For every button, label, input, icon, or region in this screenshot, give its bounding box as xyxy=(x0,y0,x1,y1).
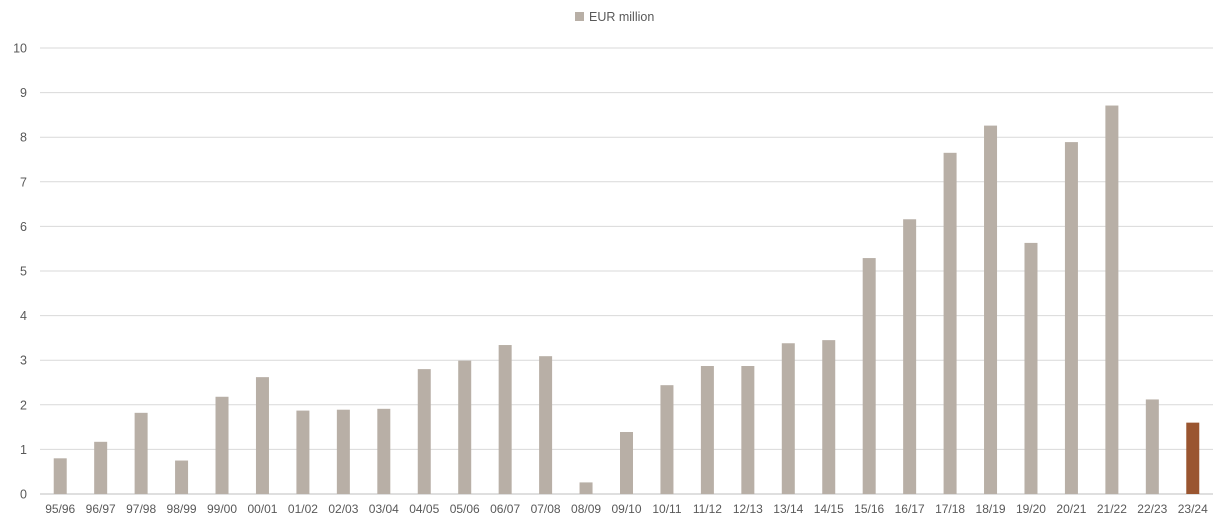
x-tick-label: 08/09 xyxy=(571,502,601,516)
x-tick-label: 20/21 xyxy=(1056,502,1086,516)
gridlines xyxy=(40,47,1213,495)
x-tick-label: 97/98 xyxy=(126,502,156,516)
bar xyxy=(215,396,229,494)
x-tick-label: 23/24 xyxy=(1178,502,1208,516)
y-tick-label: 10 xyxy=(13,42,27,56)
bar xyxy=(539,356,553,494)
bar xyxy=(660,385,674,494)
bar xyxy=(336,409,350,494)
bar xyxy=(943,152,957,494)
x-tick-label: 11/12 xyxy=(693,502,722,516)
y-tick-label: 8 xyxy=(20,131,27,145)
bar xyxy=(984,125,998,494)
y-tick-label: 3 xyxy=(20,354,27,368)
bar xyxy=(579,482,593,494)
x-tick-label: 09/10 xyxy=(611,502,641,516)
x-tick-label: 21/22 xyxy=(1097,502,1127,516)
y-tick-label: 5 xyxy=(20,265,27,279)
x-tick-label: 04/05 xyxy=(409,502,439,516)
x-tick-label: 17/18 xyxy=(935,502,965,516)
bar xyxy=(620,432,633,494)
x-tick-label: 15/16 xyxy=(854,502,884,516)
bar xyxy=(417,369,431,494)
bar xyxy=(53,458,67,494)
x-tick-label: 18/19 xyxy=(976,502,1006,516)
x-tick-label: 14/15 xyxy=(814,502,844,516)
bar xyxy=(255,377,269,494)
legend: EUR million xyxy=(575,10,654,24)
x-tick-label: 01/02 xyxy=(288,502,318,516)
bar xyxy=(377,408,391,494)
bar xyxy=(1024,242,1038,494)
bar xyxy=(1064,142,1078,494)
x-tick-label: 07/08 xyxy=(531,502,561,516)
x-tick-label: 02/03 xyxy=(328,502,358,516)
bar xyxy=(458,360,472,494)
x-tick-label: 05/06 xyxy=(450,502,480,516)
x-tick-label: 95/96 xyxy=(45,502,75,516)
bar xyxy=(134,412,148,494)
x-tick-label: 99/00 xyxy=(207,502,237,516)
legend-label: EUR million xyxy=(589,10,654,24)
x-tick-label: 22/23 xyxy=(1137,502,1167,516)
y-axis: 0 1 2 3 4 5 6 7 8 9 10 xyxy=(13,42,27,502)
x-tick-label: 16/17 xyxy=(895,502,925,516)
y-tick-label: 4 xyxy=(20,309,27,323)
y-tick-label: 9 xyxy=(20,86,27,100)
bars xyxy=(53,105,1200,494)
bar xyxy=(862,258,876,494)
bar xyxy=(175,460,189,494)
bar xyxy=(903,219,917,494)
x-tick-label: 13/14 xyxy=(773,502,803,516)
x-tick-label: 98/99 xyxy=(167,502,197,516)
x-axis: 95/96 96/97 97/98 98/99 99/00 00/01 01/02 02/03… xyxy=(45,502,1208,516)
bar xyxy=(700,365,714,494)
x-tick-label: 10/11 xyxy=(652,502,681,516)
bar xyxy=(296,410,310,494)
y-tick-label: 7 xyxy=(20,175,27,189)
bar xyxy=(1186,422,1200,494)
x-tick-label: 06/07 xyxy=(490,502,520,516)
bar xyxy=(781,343,795,494)
bar xyxy=(1105,105,1119,494)
y-tick-label: 2 xyxy=(20,398,27,412)
bar xyxy=(741,365,755,494)
y-tick-label: 1 xyxy=(20,443,27,457)
x-tick-label: 96/97 xyxy=(86,502,116,516)
y-tick-label: 6 xyxy=(20,220,27,234)
x-tick-label: 12/13 xyxy=(733,502,763,516)
x-tick-label: 03/04 xyxy=(369,502,399,516)
legend-swatch xyxy=(575,12,584,21)
bar xyxy=(822,340,836,494)
bar xyxy=(94,441,108,494)
x-tick-label: 19/20 xyxy=(1016,502,1046,516)
bar xyxy=(1145,399,1159,494)
bar xyxy=(498,345,512,494)
x-tick-label: 00/01 xyxy=(247,502,277,516)
y-tick-label: 0 xyxy=(20,488,27,502)
